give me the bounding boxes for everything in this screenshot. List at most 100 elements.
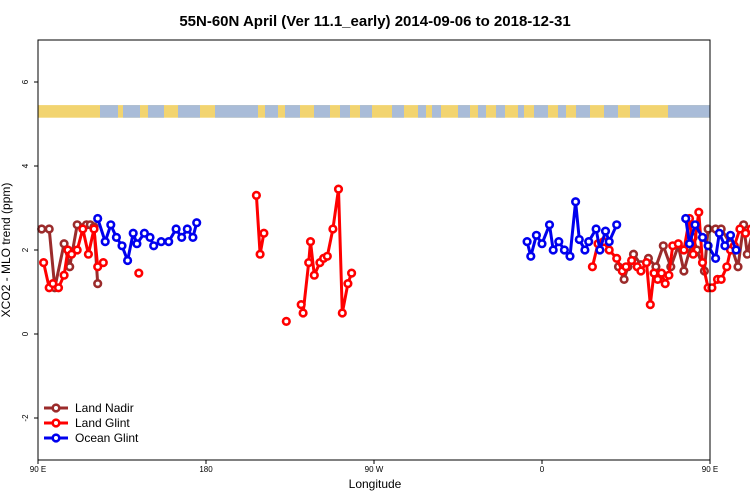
band-ocean	[534, 105, 548, 118]
data-point	[742, 249, 750, 259]
data-point	[134, 268, 144, 278]
data-point	[722, 262, 732, 272]
data-point	[694, 207, 704, 217]
series-layer	[37, 184, 750, 327]
legend-marker	[51, 418, 61, 428]
band-ocean	[123, 105, 140, 118]
data-point	[188, 232, 198, 242]
series-ocean-glint	[93, 197, 741, 266]
legend-label: Land Glint	[75, 416, 130, 430]
band-ocean	[340, 105, 350, 118]
legend-label: Ocean Glint	[75, 431, 139, 445]
data-point	[117, 241, 127, 251]
data-point	[132, 239, 142, 249]
data-point	[526, 251, 536, 261]
band-ocean	[360, 105, 372, 118]
band-ocean	[518, 105, 524, 118]
data-point	[259, 228, 269, 238]
data-point	[309, 270, 319, 280]
series-land-glint	[38, 184, 750, 327]
data-point	[554, 237, 564, 247]
data-point	[93, 213, 103, 224]
data-point	[684, 239, 695, 249]
band-ocean	[668, 105, 710, 118]
data-point	[565, 251, 575, 261]
data-point	[664, 270, 674, 280]
data-point	[681, 213, 691, 224]
y-axis-label: XCO2 - MLO trend (ppm)	[0, 183, 13, 318]
band-ocean	[418, 105, 426, 118]
data-point	[59, 239, 69, 249]
data-point	[145, 232, 155, 242]
x-axis: 90 E 180 90 W 0 90 E	[30, 460, 718, 474]
data-point	[304, 258, 314, 268]
data-point	[72, 245, 82, 255]
band-ocean	[576, 105, 590, 118]
data-point	[604, 237, 614, 247]
data-point	[251, 190, 261, 200]
data-point	[612, 253, 622, 263]
x-tick-label: 0	[540, 465, 545, 474]
data-point	[595, 245, 605, 255]
band-ocean	[285, 105, 300, 118]
data-point	[305, 237, 316, 247]
data-point	[322, 251, 332, 261]
legend-marker	[51, 403, 61, 413]
data-point	[679, 266, 689, 276]
data-point	[604, 245, 614, 255]
data-point	[38, 258, 49, 268]
data-point	[697, 258, 708, 268]
band-ocean	[100, 105, 118, 118]
data-point	[65, 262, 75, 272]
data-point	[548, 245, 558, 255]
data-point	[725, 230, 736, 240]
x-tick-label: 90 E	[30, 465, 46, 474]
legend-item: Land Glint	[44, 416, 130, 430]
data-point	[720, 241, 730, 251]
data-point	[636, 266, 646, 276]
data-point	[139, 228, 149, 238]
legend-marker	[51, 433, 61, 443]
y-tick-label: 4	[21, 163, 30, 168]
band-ocean	[478, 105, 486, 118]
data-point	[574, 234, 584, 245]
data-point	[37, 224, 47, 234]
data-point	[48, 279, 58, 289]
band-ocean	[148, 105, 164, 118]
data-point	[660, 279, 670, 289]
data-point	[679, 245, 689, 255]
data-point	[100, 237, 110, 247]
band-ocean	[178, 105, 200, 118]
data-point	[281, 316, 291, 327]
data-point	[580, 245, 590, 255]
data-point	[731, 245, 741, 255]
x-tick-label: 90 E	[702, 465, 718, 474]
data-point	[531, 230, 542, 240]
band-ocean	[392, 105, 404, 118]
data-point	[93, 279, 103, 289]
data-point	[164, 237, 174, 247]
data-point	[537, 239, 547, 249]
series-line	[254, 195, 266, 256]
data-point	[128, 228, 138, 238]
data-point	[584, 237, 594, 247]
data-point	[544, 220, 555, 230]
data-point	[658, 241, 668, 251]
legend-label: Land Nadir	[75, 401, 134, 415]
y-tick-label: -2	[21, 414, 30, 422]
y-tick-label: 2	[21, 247, 30, 252]
data-point	[619, 274, 629, 285]
band-ocean	[265, 105, 278, 118]
data-point	[149, 241, 159, 251]
data-point	[106, 220, 116, 230]
data-point	[72, 220, 82, 230]
x-tick-label: 90 W	[365, 465, 384, 474]
data-point	[714, 228, 724, 238]
data-point	[570, 197, 581, 207]
data-point	[673, 239, 683, 249]
data-point	[735, 224, 745, 234]
data-point	[645, 300, 655, 310]
data-point	[653, 274, 663, 285]
x-tick-label: 180	[199, 465, 213, 474]
